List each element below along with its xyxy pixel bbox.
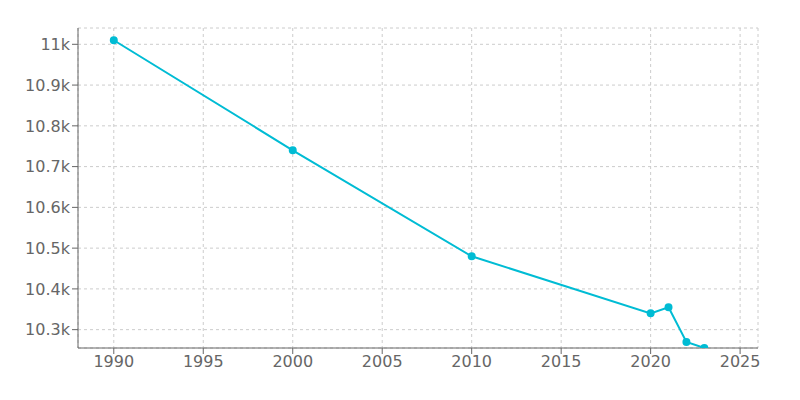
svg-text:10.9k: 10.9k (25, 76, 71, 95)
svg-text:10.6k: 10.6k (25, 198, 71, 217)
svg-text:11k: 11k (40, 35, 70, 54)
svg-text:10.8k: 10.8k (25, 117, 71, 136)
svg-text:2000: 2000 (272, 352, 313, 371)
svg-text:2015: 2015 (541, 352, 582, 371)
svg-text:2005: 2005 (362, 352, 403, 371)
svg-text:1995: 1995 (183, 352, 224, 371)
svg-text:10.5k: 10.5k (25, 239, 71, 258)
svg-text:10.3k: 10.3k (25, 320, 71, 339)
svg-text:2010: 2010 (451, 352, 492, 371)
svg-text:2020: 2020 (630, 352, 671, 371)
svg-text:10.7k: 10.7k (25, 157, 71, 176)
svg-text:2025: 2025 (720, 352, 761, 371)
svg-text:10.4k: 10.4k (25, 280, 71, 299)
svg-text:1990: 1990 (93, 352, 134, 371)
